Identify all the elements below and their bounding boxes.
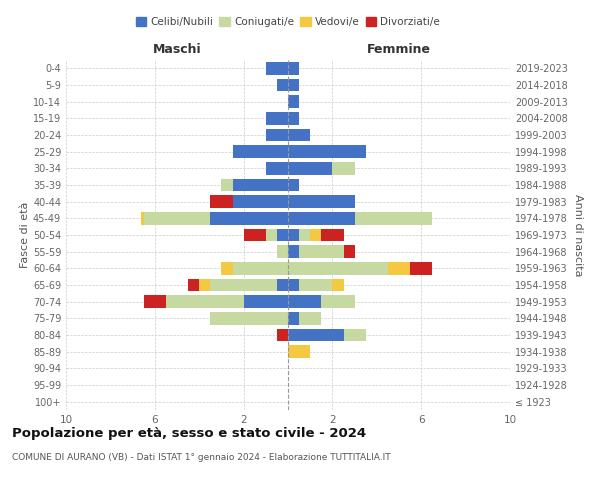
Bar	[166, 296, 244, 308]
Bar	[322, 229, 343, 241]
Bar	[343, 246, 355, 258]
Y-axis label: Fasce di età: Fasce di età	[20, 202, 30, 268]
Bar	[288, 112, 299, 124]
Bar	[210, 312, 288, 324]
Bar	[277, 78, 288, 91]
Bar	[266, 229, 277, 241]
Bar	[288, 78, 299, 91]
Bar	[266, 162, 288, 174]
Bar	[144, 296, 166, 308]
Bar	[332, 162, 355, 174]
Bar	[288, 212, 355, 224]
Bar	[288, 96, 299, 108]
Bar	[233, 179, 288, 191]
Bar	[142, 212, 144, 224]
Bar	[221, 262, 233, 274]
Bar	[210, 279, 277, 291]
Bar	[210, 212, 288, 224]
Bar	[288, 146, 366, 158]
Bar	[277, 246, 288, 258]
Bar	[288, 246, 299, 258]
Bar	[288, 62, 299, 74]
Bar	[144, 212, 210, 224]
Bar	[199, 279, 210, 291]
Text: Maschi: Maschi	[152, 43, 202, 56]
Bar	[211, 196, 233, 208]
Bar	[288, 312, 299, 324]
Bar	[288, 346, 310, 358]
Bar	[343, 329, 366, 341]
Y-axis label: Anni di nascita: Anni di nascita	[573, 194, 583, 276]
Bar	[288, 179, 299, 191]
Bar	[388, 262, 410, 274]
Bar	[221, 179, 233, 191]
Bar	[288, 229, 299, 241]
Bar	[288, 279, 299, 291]
Bar	[288, 128, 310, 141]
Bar	[322, 296, 355, 308]
Bar	[233, 262, 288, 274]
Bar	[266, 112, 288, 124]
Bar	[277, 229, 288, 241]
Bar	[299, 229, 310, 241]
Bar	[332, 279, 343, 291]
Bar	[310, 229, 322, 241]
Text: Popolazione per età, sesso e stato civile - 2024: Popolazione per età, sesso e stato civil…	[12, 428, 366, 440]
Bar	[410, 262, 432, 274]
Bar	[277, 329, 288, 341]
Bar	[244, 296, 288, 308]
Bar	[299, 279, 332, 291]
Bar	[355, 212, 433, 224]
Legend: Celibi/Nubili, Coniugati/e, Vedovi/e, Divorziati/e: Celibi/Nubili, Coniugati/e, Vedovi/e, Di…	[131, 12, 445, 31]
Bar	[233, 146, 288, 158]
Bar	[299, 246, 343, 258]
Bar	[288, 329, 343, 341]
Bar	[188, 279, 199, 291]
Bar	[266, 62, 288, 74]
Bar	[288, 162, 332, 174]
Bar	[288, 196, 355, 208]
Bar	[277, 279, 288, 291]
Text: COMUNE DI AURANO (VB) - Dati ISTAT 1° gennaio 2024 - Elaborazione TUTTITALIA.IT: COMUNE DI AURANO (VB) - Dati ISTAT 1° ge…	[12, 452, 391, 462]
Bar	[288, 296, 322, 308]
Text: Femmine: Femmine	[367, 43, 431, 56]
Bar	[233, 196, 288, 208]
Bar	[299, 312, 322, 324]
Bar	[266, 128, 288, 141]
Bar	[288, 262, 388, 274]
Bar	[244, 229, 266, 241]
